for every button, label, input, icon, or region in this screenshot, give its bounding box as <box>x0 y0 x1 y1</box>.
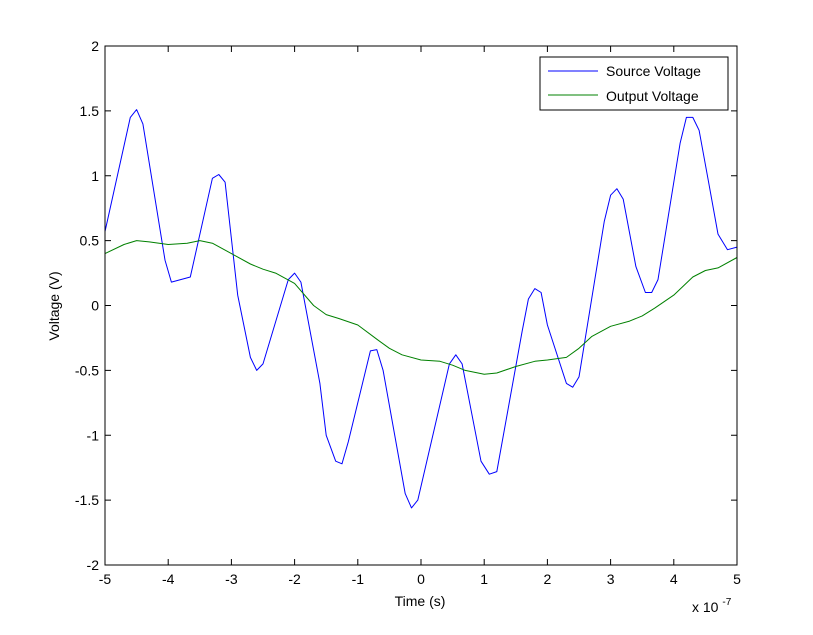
x-tick-label: 0 <box>417 571 425 587</box>
series-line-output-voltage <box>104 240 738 375</box>
y-tick-label: -2 <box>87 557 100 573</box>
y-axis-label: Voltage (V) <box>46 271 62 340</box>
x-tick-label: -3 <box>225 571 238 587</box>
y-tick-label: -1.5 <box>75 492 99 508</box>
x-tick-label: 2 <box>544 571 552 587</box>
y-tick-label: -0.5 <box>75 362 99 378</box>
legend-label-source-voltage: Source Voltage <box>606 63 701 79</box>
x-exponent-base: x 10 <box>692 599 719 615</box>
x-tick-label: -4 <box>162 571 175 587</box>
plot-area <box>105 46 737 565</box>
legend-label-output-voltage: Output Voltage <box>606 88 699 104</box>
y-tick-label: 1 <box>91 168 99 184</box>
x-tick-label: -5 <box>99 571 112 587</box>
x-tick-label: 5 <box>733 571 741 587</box>
x-axis-label: Time (s) <box>395 593 446 609</box>
y-tick-label: -1 <box>87 427 100 443</box>
series-layer <box>104 109 738 509</box>
x-tick-label: 4 <box>670 571 678 587</box>
y-tick-label: 2 <box>91 38 99 54</box>
x-tick-labels: -5 -4 -3 -2 -1 0 1 2 3 4 5 <box>99 571 741 587</box>
y-tick-labels: -2 -1.5 -1 -0.5 0 0.5 1 1.5 2 <box>75 38 99 573</box>
series-line-source-voltage <box>104 109 738 509</box>
y-tick-label: 1.5 <box>80 103 100 119</box>
x-tick-label: 1 <box>480 571 488 587</box>
ticks-layer <box>104 45 738 566</box>
x-tick-label: 3 <box>607 571 615 587</box>
legend: Source Voltage Output Voltage <box>539 56 729 111</box>
x-exponent-power: -7 <box>722 597 731 608</box>
x-tick-label: -1 <box>352 571 365 587</box>
legend-box <box>539 56 729 111</box>
x-exponent-label: x 10 -7 <box>692 597 732 615</box>
y-tick-label: 0.5 <box>80 233 100 249</box>
y-tick-label: 0 <box>91 298 99 314</box>
x-tick-label: -2 <box>288 571 301 587</box>
